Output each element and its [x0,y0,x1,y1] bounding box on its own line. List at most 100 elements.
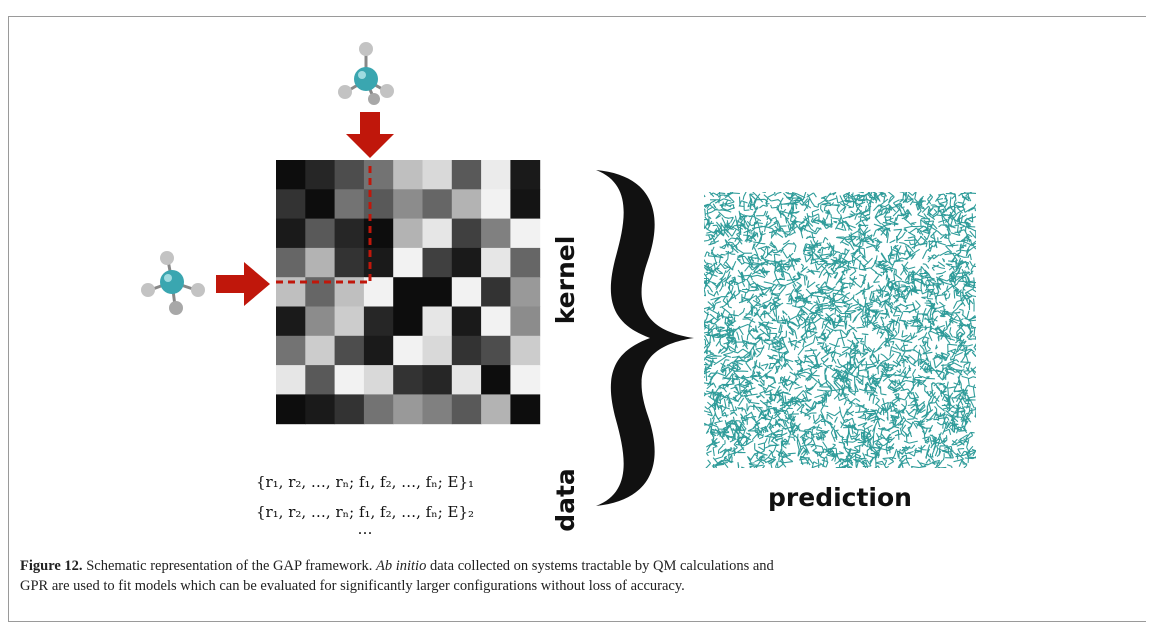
kernel-cell [481,218,511,249]
kernel-cell [510,189,541,220]
kernel-cell [393,306,423,337]
kernel-cell [363,277,394,307]
kernel-cell [451,335,482,366]
kernel-cell [393,218,423,249]
kernel-cell [422,247,453,278]
kernel-cell [481,394,511,425]
kernel-cell [393,160,423,190]
kernel-cell [451,218,482,249]
kernel-cell [363,218,394,249]
kernel-cell [334,218,365,249]
kernel-cell [393,365,423,395]
kernel-cell [276,218,306,249]
data-row-2: {r₁, r₂, …, rₙ; f₁, f₂, …, fₙ; E}₂ [256,503,474,521]
kernel-cell [451,189,482,220]
prediction-label: prediction [768,483,912,512]
kernel-cell [422,189,453,220]
kernel-cell [481,277,511,307]
kernel-cell [510,335,541,366]
figure-caption: Figure 12. Schematic representation of t… [20,556,1130,596]
kernel-cell [481,189,511,220]
network-bonds [704,192,976,468]
caption-italic: Ab initio [375,558,427,574]
kernel-cell [305,247,336,278]
kernel-cell [276,335,306,366]
kernel-cell [276,306,306,337]
kernel-cell [363,306,394,337]
kernel-cell [393,335,423,366]
kernel-cell [334,160,365,190]
kernel-cell [481,365,511,395]
kernel-cell [510,218,541,249]
kernel-cell [422,335,453,366]
kernel-cell [305,306,336,337]
kernel-cell [305,365,336,395]
kernel-cell [451,394,482,425]
top-arrow [346,112,394,158]
kernel-cell [334,189,365,220]
kernel-cell [510,160,541,190]
kernel-cell [422,365,453,395]
kernel-cell [393,189,423,220]
kernel-cell [393,394,423,425]
kernel-cell [510,306,541,337]
kernel-cell [451,160,482,190]
figure-frame [8,16,1146,622]
kernel-cell [422,306,453,337]
kernel-cell [334,365,365,395]
kernel-cell [363,335,394,366]
kernel-label: kernel [551,236,580,325]
kernel-cell [276,394,306,425]
kernel-cell [276,160,306,190]
kernel-cell [510,394,541,425]
kernel-cell [422,218,453,249]
kernel-cell [305,189,336,220]
kernel-cell [276,365,306,395]
kernel-cell [510,247,541,278]
kernel-cell [451,277,482,307]
kernel-cell [481,247,511,278]
kernel-cell [393,277,423,307]
data-row-ellipsis: … [358,520,373,538]
figure-label: Figure 12. [20,558,83,574]
kernel-cell [334,335,365,366]
kernel-cell [422,394,453,425]
data-label: data [551,468,580,532]
kernel-cell [363,189,394,220]
caption-line-1: Figure 12. Schematic representation of t… [20,556,1130,576]
kernel-cell [305,335,336,366]
kernel-cell [334,394,365,425]
kernel-cell [451,306,482,337]
kernel-cell [363,160,394,190]
left-arrow [216,262,270,306]
kernel-cell [481,160,511,190]
kernel-cell [305,160,336,190]
kernel-cell [510,277,541,307]
kernel-cell [305,394,336,425]
kernel-cell [363,394,394,425]
prediction-structure-image [704,192,976,468]
kernel-cell [276,189,306,220]
kernel-cell [422,277,453,307]
data-row-1: {r₁, r₂, …, rₙ; f₁, f₂, …, fₙ; E}₁ [256,473,474,491]
kernel-cell [510,365,541,395]
kernel-cell [334,247,365,278]
kernel-cell [305,218,336,249]
left-molecule-icon [141,251,205,315]
top-molecule-icon [338,42,394,105]
kernel-cell [481,306,511,337]
kernel-cell [334,306,365,337]
caption-text-1: Schematic representation of the GAP fram… [86,558,774,574]
figure-graphic: kernel data {r₁, r₂, …, rₙ; f₁, f₂, …, f… [141,42,976,538]
kernel-cell [276,247,306,278]
kernel-cell [363,247,394,278]
caption-line-2: GPR are used to fit models which can be … [20,578,685,594]
kernel-cell [481,335,511,366]
kernel-cell [363,365,394,395]
kernel-cell [451,247,482,278]
kernel-cell [393,247,423,278]
kernel-cell [422,160,453,190]
curly-brace [596,170,694,506]
kernel-matrix [276,160,541,425]
kernel-cell [451,365,482,395]
